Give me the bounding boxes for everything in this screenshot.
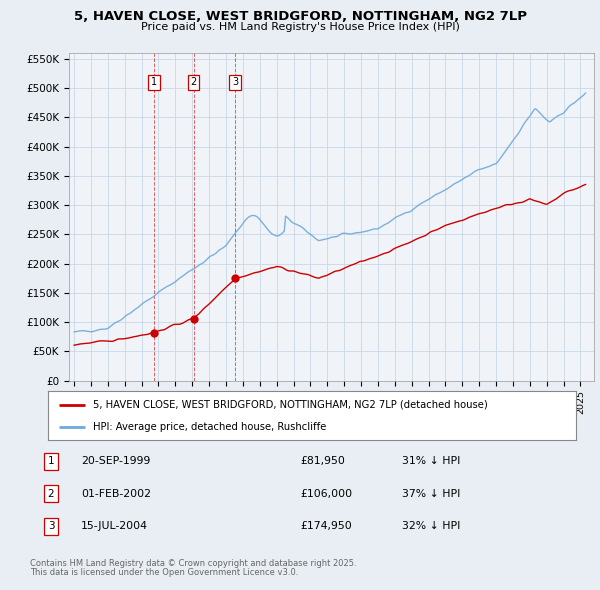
Text: 01-FEB-2002: 01-FEB-2002 bbox=[81, 489, 151, 499]
Text: Contains HM Land Registry data © Crown copyright and database right 2025.: Contains HM Land Registry data © Crown c… bbox=[30, 559, 356, 568]
Text: 2: 2 bbox=[190, 77, 197, 87]
Text: 5, HAVEN CLOSE, WEST BRIDGFORD, NOTTINGHAM, NG2 7LP: 5, HAVEN CLOSE, WEST BRIDGFORD, NOTTINGH… bbox=[74, 10, 527, 23]
Text: 3: 3 bbox=[232, 77, 238, 87]
Text: £174,950: £174,950 bbox=[300, 522, 352, 531]
Text: HPI: Average price, detached house, Rushcliffe: HPI: Average price, detached house, Rush… bbox=[93, 422, 326, 432]
Text: 31% ↓ HPI: 31% ↓ HPI bbox=[402, 457, 460, 466]
Text: 32% ↓ HPI: 32% ↓ HPI bbox=[402, 522, 460, 531]
Text: 15-JUL-2004: 15-JUL-2004 bbox=[81, 522, 148, 531]
Text: 37% ↓ HPI: 37% ↓ HPI bbox=[402, 489, 460, 499]
Text: 1: 1 bbox=[151, 77, 157, 87]
Text: 3: 3 bbox=[47, 522, 55, 531]
Text: £106,000: £106,000 bbox=[300, 489, 352, 499]
Text: £81,950: £81,950 bbox=[300, 457, 345, 466]
Text: 5, HAVEN CLOSE, WEST BRIDGFORD, NOTTINGHAM, NG2 7LP (detached house): 5, HAVEN CLOSE, WEST BRIDGFORD, NOTTINGH… bbox=[93, 399, 488, 409]
Text: This data is licensed under the Open Government Licence v3.0.: This data is licensed under the Open Gov… bbox=[30, 568, 298, 577]
Text: 2: 2 bbox=[47, 489, 55, 499]
Text: 1: 1 bbox=[47, 457, 55, 466]
Text: 20-SEP-1999: 20-SEP-1999 bbox=[81, 457, 151, 466]
Text: Price paid vs. HM Land Registry's House Price Index (HPI): Price paid vs. HM Land Registry's House … bbox=[140, 22, 460, 32]
